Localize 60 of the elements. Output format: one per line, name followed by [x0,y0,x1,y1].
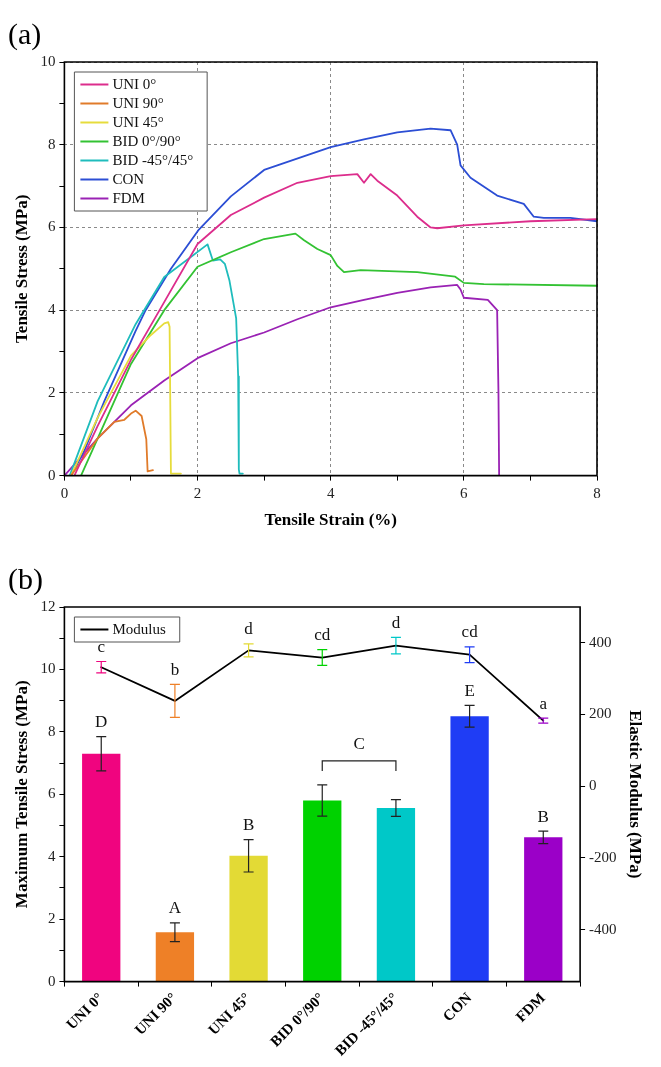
y2-axis-title: Elastic Modulus (MPa) [626,710,646,879]
y2-tick-label: -200 [589,848,617,865]
annotation: D [95,712,108,732]
y-axis-title: Tensile Stress (MPa) [11,194,31,343]
annotation: c [97,636,106,656]
y-tick-label: 10 [40,660,56,677]
annotation: A [168,898,182,918]
annotation: a [539,693,548,713]
y2-tick-label: 200 [589,705,612,722]
legend-label: CON [112,171,145,188]
y-tick-label: 4 [47,847,56,864]
chart-title: (a) [8,16,42,51]
legend-label: UNI 45° [112,114,164,131]
y2-tick-label: 400 [589,633,612,650]
x-tick-label: 6 [460,484,469,501]
bar [155,932,195,982]
y2-tick-label: 0 [589,777,597,794]
bar [524,837,563,982]
y-tick-label: 6 [47,785,56,802]
x-tick-label: 8 [593,484,601,501]
bar [450,716,489,982]
legend-label: BID 0°/90° [112,133,181,150]
y-tick-label: 8 [47,722,56,739]
annotation: d [391,612,401,632]
y-tick-label: 8 [47,135,56,152]
y-tick-label: 12 [40,597,56,614]
annotation: E [464,680,475,700]
annotation: b [170,659,180,679]
bar [229,855,268,982]
legend-label: BID -45°/45° [112,152,194,169]
x-tick-label: UNI 45° [205,989,254,1038]
y-tick-label: 10 [40,52,56,69]
legend-label: UNI 90° [112,95,164,112]
chart-title: (b) [8,561,43,596]
annotation: B [537,806,549,826]
bar [303,800,342,982]
x-tick-label: 4 [326,484,335,501]
bar [82,753,121,982]
y-axis-title: Maximum Tensile Stress (MPa) [11,680,31,909]
y-tick-label: 0 [47,972,56,989]
x-tick-label: UNI 0° [63,989,107,1033]
legend-label: UNI 0° [112,76,157,93]
bar [376,808,416,982]
y-tick-label: 2 [47,383,56,400]
annotation: cd [461,622,479,642]
y-tick-label: 4 [47,301,56,318]
legend-label: FDM [112,190,145,207]
annotation: d [244,619,254,639]
y2-tick-label: -400 [589,920,617,937]
y-tick-label: 6 [47,218,56,235]
x-tick-label: UNI 90° [131,989,180,1038]
annotation: B [242,815,255,835]
annotation: C [353,734,365,754]
annotation: cd [314,625,331,645]
y-tick-label: 0 [47,466,56,483]
x-tick-label: 2 [193,484,202,501]
x-tick-label: 0 [60,484,69,501]
x-axis-title: Tensile Strain (%) [264,510,397,530]
legend-label: Modulus [112,621,166,638]
y-tick-label: 2 [47,910,56,927]
